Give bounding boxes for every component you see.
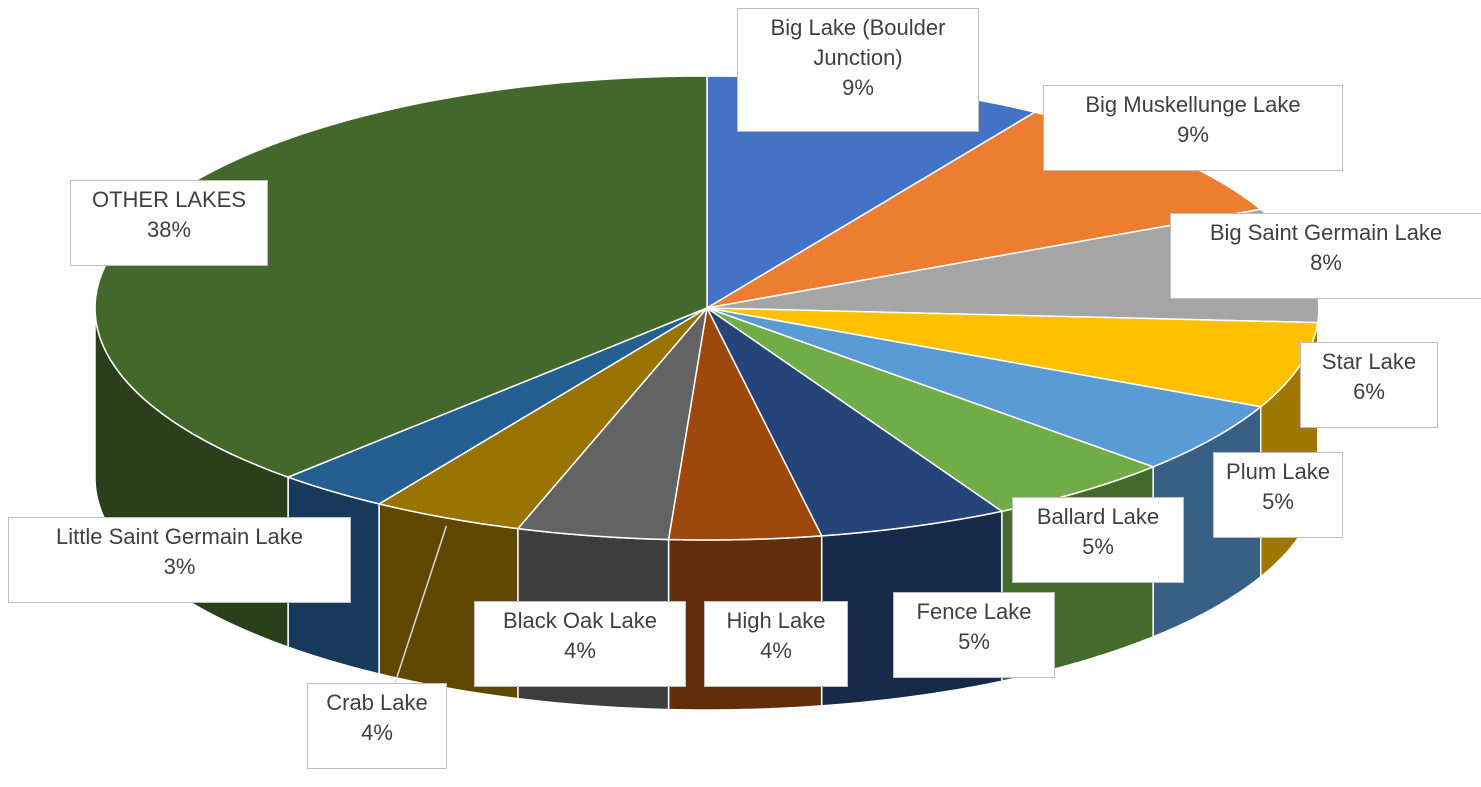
pie-slice-black-oak-lake [517, 307, 708, 541]
leader-line-crab-lake [394, 525, 448, 684]
data-label-ballard-lake: Ballard Lake 5% [1012, 497, 1184, 583]
data-label-crab-lake: Crab Lake 4% [307, 683, 447, 769]
data-label-big-saint-germain-lake: Big Saint Germain Lake 8% [1170, 213, 1481, 299]
data-label-name: OTHER LAKES [91, 187, 247, 212]
data-label-name: Little Saint Germain Lake [55, 524, 304, 549]
data-label-name: Big Muskellunge Lake [1085, 92, 1301, 117]
data-label-big-muskellunge-lake: Big Muskellunge Lake 9% [1043, 85, 1343, 171]
pie-slice-crab-lake [378, 307, 708, 530]
data-label-name: Big Lake (Boulder [770, 15, 946, 40]
pie-slice-little-saint-germain-lake [287, 307, 708, 505]
data-label-name: Big Saint Germain Lake [1209, 220, 1443, 245]
data-label-star-lake: Star Lake 6% [1300, 342, 1438, 428]
data-label-little-saint-germain-lake: Little Saint Germain Lake 3% [8, 517, 351, 603]
data-label-name: Fence Lake [916, 599, 1032, 624]
data-label-name: Crab Lake [326, 690, 428, 715]
data-label-percent: 4% [361, 720, 393, 745]
data-label-other-lakes: OTHER LAKES 38% [70, 180, 268, 266]
data-label-percent: 8% [1310, 250, 1342, 275]
pie-slice-star-lake [706, 307, 1319, 408]
data-label-percent: 3% [163, 554, 196, 579]
data-label-fence-lake: Fence Lake 5% [893, 592, 1055, 678]
data-label-name: High Lake [726, 608, 826, 633]
data-label-percent: 38% [146, 217, 192, 242]
data-label-name: Plum Lake [1226, 459, 1330, 484]
pie-slice-plum-lake [706, 307, 1262, 468]
data-label-black-oak-lake: Black Oak Lake 4% [474, 601, 686, 687]
data-label-percent: 4% [760, 638, 792, 663]
data-label-percent: 9% [1177, 122, 1209, 147]
data-label-plum-lake: Plum Lake 5% [1213, 452, 1343, 538]
pie-slice-fence-lake [706, 307, 1003, 537]
data-label-name: Ballard Lake [1036, 504, 1160, 529]
data-label-percent: 9% [842, 75, 874, 100]
data-label-percent: 6% [1353, 379, 1385, 404]
data-label-percent: 5% [1262, 489, 1294, 514]
data-label-high-lake: High Lake 4% [704, 601, 848, 687]
data-label-name: Star Lake [1321, 349, 1417, 374]
data-label-percent: 4% [564, 638, 596, 663]
data-label-percent: 5% [958, 629, 990, 654]
data-label-name: Black Oak Lake [502, 608, 658, 633]
pie-slice-high-lake [667, 307, 823, 541]
data-label-big-lake-boulder-junction: Big Lake (Boulder Junction) 9% [737, 8, 979, 132]
data-label-name: Junction) [813, 45, 903, 70]
data-label-percent: 5% [1082, 534, 1114, 559]
